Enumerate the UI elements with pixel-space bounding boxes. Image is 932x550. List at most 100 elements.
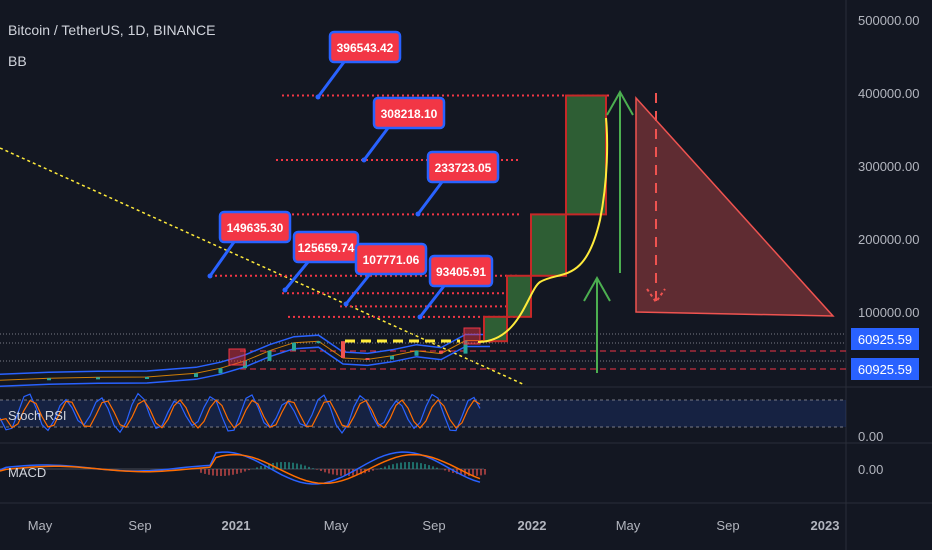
macd-histogram-bar xyxy=(412,462,414,469)
target-callout-label: 125659.74 xyxy=(298,241,355,255)
x-tick-label: May xyxy=(616,518,641,533)
x-tick-label: May xyxy=(28,518,53,533)
price-candle xyxy=(365,357,370,360)
callout-pointer xyxy=(283,261,310,291)
price-candle xyxy=(145,376,149,379)
target-callout-label: 107771.06 xyxy=(363,253,420,267)
macd-histogram-bar xyxy=(352,469,354,476)
macd-label: MACD xyxy=(8,465,47,480)
macd-histogram-bar xyxy=(380,467,382,469)
macd-histogram-bar xyxy=(268,463,270,469)
macd-histogram-bar xyxy=(456,469,458,475)
stoch-rsi-label: Stoch RSI xyxy=(8,408,67,423)
macd-histogram-bar xyxy=(360,469,362,475)
price-candle xyxy=(390,355,394,360)
macd-histogram-bar xyxy=(276,462,278,469)
projection-box xyxy=(506,274,532,318)
price-candle xyxy=(292,342,296,351)
parabolic-curve xyxy=(477,117,609,343)
y-tick-label: 300000.00 xyxy=(858,159,919,174)
macd-histogram-bar xyxy=(384,466,386,469)
price-candle xyxy=(47,378,51,381)
macd-histogram-bar xyxy=(240,469,242,473)
macd-histogram-bar xyxy=(324,469,326,473)
macd-histogram-bar xyxy=(216,469,218,476)
target-triangle xyxy=(635,96,835,317)
target-callout-label: 93405.91 xyxy=(436,265,486,279)
up-arrow-head xyxy=(606,89,634,116)
callout-pointer xyxy=(316,61,346,98)
macd-histogram-bar xyxy=(420,463,422,469)
price-candle xyxy=(341,341,345,358)
macd-histogram-bar xyxy=(312,468,314,469)
y-tick-label: 100000.00 xyxy=(858,305,919,320)
descending-trendline xyxy=(0,147,526,386)
callout-anchor xyxy=(361,157,367,163)
highlight-box xyxy=(228,348,246,366)
macd-histogram-bar xyxy=(200,469,202,473)
macd-histogram-bar xyxy=(424,464,426,469)
macd-histogram-bar xyxy=(232,469,234,475)
macd-histogram-bar xyxy=(288,462,290,469)
y-tick-label: 200000.00 xyxy=(858,232,919,247)
macd-histogram-bar xyxy=(388,465,390,469)
macd-histogram-bar xyxy=(296,463,298,469)
macd-histogram-bar xyxy=(392,464,394,469)
x-tick-label: Sep xyxy=(128,518,151,533)
target-callout-label: 396543.42 xyxy=(337,41,394,55)
macd-histogram-bar xyxy=(284,462,286,469)
macd-histogram-bar xyxy=(448,469,450,472)
macd-histogram-bar xyxy=(368,469,370,473)
x-tick-label: 2021 xyxy=(222,518,251,533)
callout-anchor xyxy=(343,301,349,307)
target-callout-box xyxy=(328,30,402,64)
x-tick-label: May xyxy=(324,518,349,533)
projection-box xyxy=(530,213,567,277)
macd-histogram-bar xyxy=(348,469,350,476)
target-callout-box xyxy=(428,254,494,288)
macd-histogram-bar xyxy=(256,467,258,469)
macd-histogram-bar xyxy=(408,462,410,469)
target-callout-label: 149635.30 xyxy=(227,221,284,235)
target-callout-box xyxy=(426,150,500,184)
macd-histogram-bar xyxy=(460,469,462,475)
macd-histogram-bar xyxy=(416,462,418,469)
macd-histogram-bar xyxy=(432,466,434,469)
price-candle xyxy=(414,350,419,356)
stoch-tick: 0.00 xyxy=(858,429,883,444)
projection-box xyxy=(565,94,607,216)
chart-title: Bitcoin / TetherUS, 1D, BINANCE xyxy=(8,22,216,38)
target-callout-box xyxy=(218,210,292,244)
macd-histogram-bar xyxy=(236,469,238,474)
price-candle xyxy=(463,340,468,354)
highlight-box xyxy=(463,327,481,345)
x-tick-label: 2023 xyxy=(811,518,840,533)
callout-anchor xyxy=(415,211,421,217)
stoch-k-line xyxy=(0,392,481,435)
target-callout-label: 233723.05 xyxy=(435,161,492,175)
macd-histogram-bar xyxy=(220,469,222,476)
macd-histogram-bar xyxy=(204,469,206,474)
macd-histogram-bar xyxy=(304,465,306,469)
macd-histogram-bar xyxy=(300,464,302,469)
x-tick-label: Sep xyxy=(716,518,739,533)
macd-histogram-bar xyxy=(372,469,374,471)
price-tag-upper: 60925.59 xyxy=(851,328,919,350)
target-callout-box xyxy=(372,96,446,130)
macd-histogram-bar xyxy=(468,469,470,476)
y-tick-label: 400000.00 xyxy=(858,86,919,101)
price-candle xyxy=(267,350,272,361)
callout-anchor xyxy=(282,287,288,293)
macd-histogram-bar xyxy=(396,463,398,469)
macd-histogram-bar xyxy=(472,469,474,476)
macd-signal-line xyxy=(0,453,481,485)
macd-histogram-bar xyxy=(356,469,358,476)
callout-pointer xyxy=(418,285,446,318)
indicator-label-bb: BB xyxy=(8,53,27,69)
price-tag-lower: 60925.59 xyxy=(851,358,919,380)
callout-pointer xyxy=(416,181,444,215)
macd-histogram-bar xyxy=(340,469,342,476)
macd-histogram-bar xyxy=(480,469,482,476)
down-arrow-head xyxy=(646,288,666,304)
macd-histogram-bar xyxy=(336,469,338,476)
